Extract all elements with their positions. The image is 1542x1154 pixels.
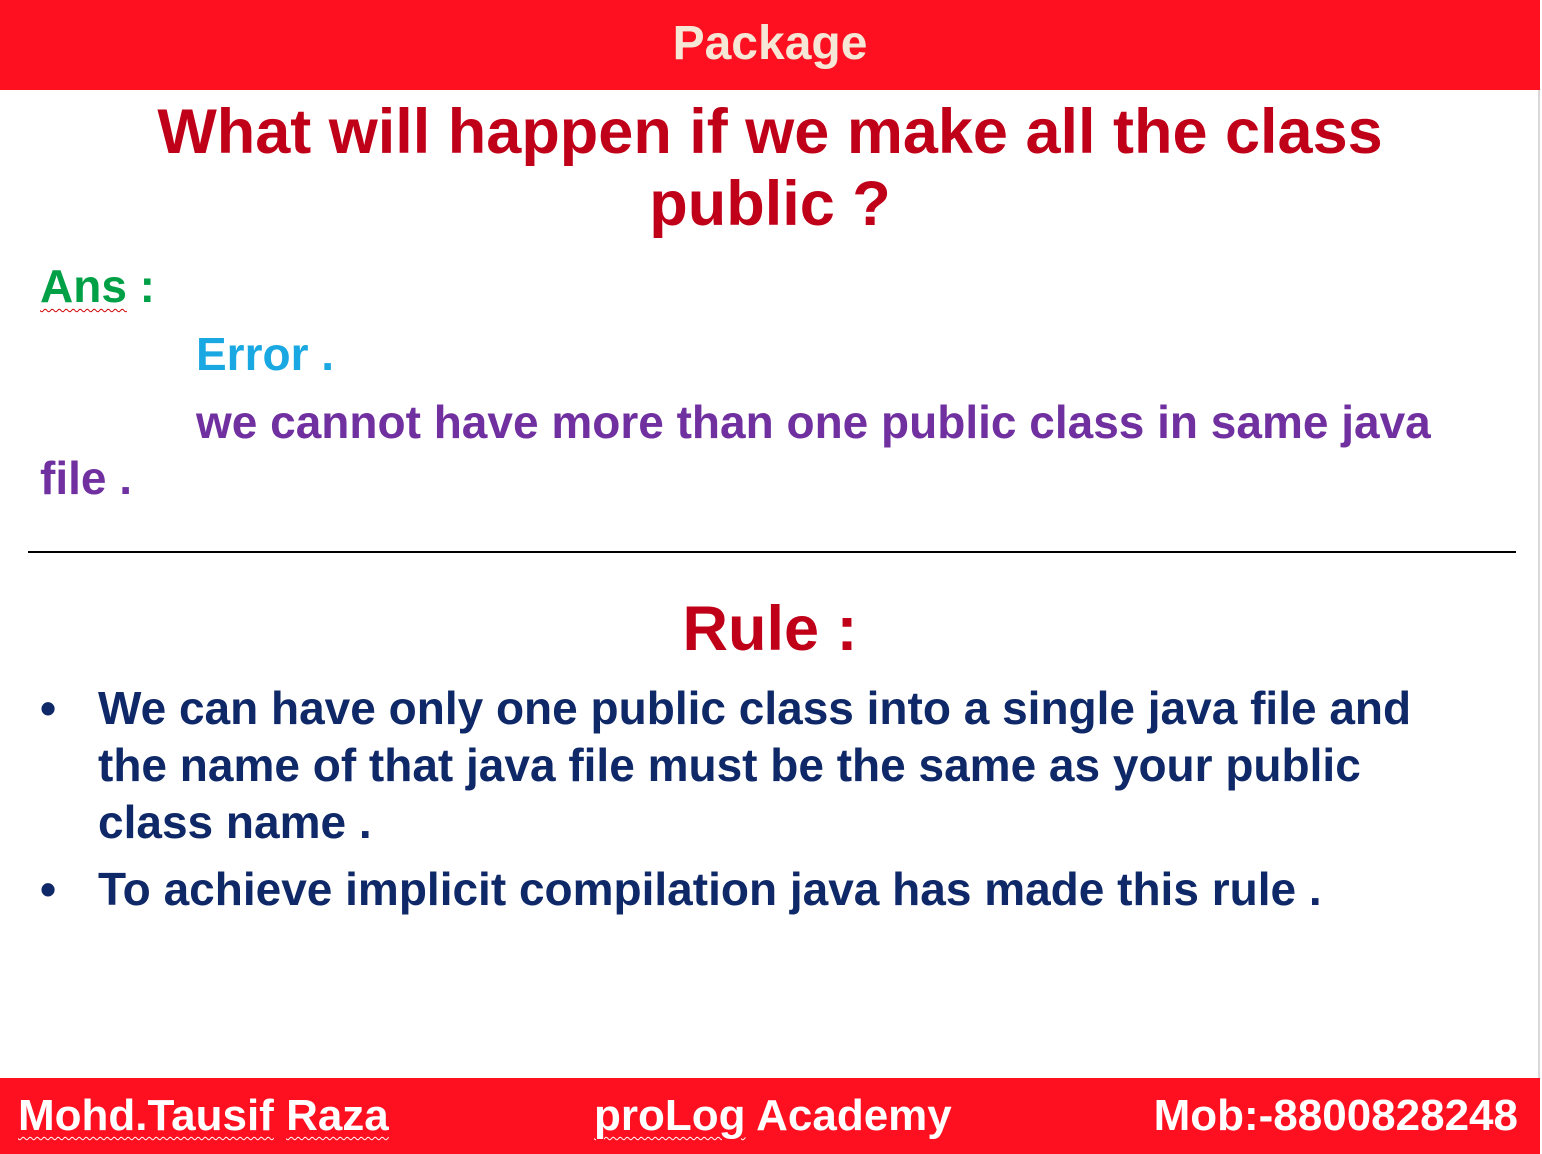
footer-author: Mohd.Tausif Raza: [18, 1088, 389, 1144]
rule-item-text: We can have only one public class into a…: [98, 682, 1412, 848]
footer-mobile: Mob:-8800828248: [1153, 1091, 1518, 1140]
footer-academy: proLog Academy: [594, 1088, 952, 1144]
rule-list: • We can have only one public class into…: [40, 680, 1460, 928]
answer-label-word: Ans: [40, 260, 127, 312]
rule-item-text: To achieve implicit compilation java has…: [98, 863, 1322, 915]
header-bar: [0, 0, 1540, 90]
rule-heading: Rule :: [682, 594, 858, 664]
question-heading: What will happen if we make all the clas…: [157, 97, 1383, 239]
answer-explanation: we cannot have more than one public clas…: [40, 396, 1431, 504]
section-divider: [28, 551, 1516, 553]
answer-error: Error .: [196, 328, 335, 380]
footer-author-first: Mohd.Tausif: [18, 1091, 274, 1140]
slide-title: Package: [672, 17, 868, 70]
footer-bar: [0, 1078, 1540, 1154]
rule-item: • We can have only one public class into…: [40, 680, 1460, 851]
rule-item: • To achieve implicit compilation java h…: [40, 861, 1460, 918]
answer-label-colon: :: [126, 260, 156, 312]
bullet-icon: •: [40, 682, 57, 734]
footer-academy-last: Academy: [756, 1091, 952, 1140]
answer-label: Ans :: [40, 258, 155, 314]
footer-academy-first: proLog: [594, 1091, 746, 1140]
bullet-icon: •: [40, 863, 57, 915]
footer-author-last: Raza: [286, 1091, 389, 1140]
